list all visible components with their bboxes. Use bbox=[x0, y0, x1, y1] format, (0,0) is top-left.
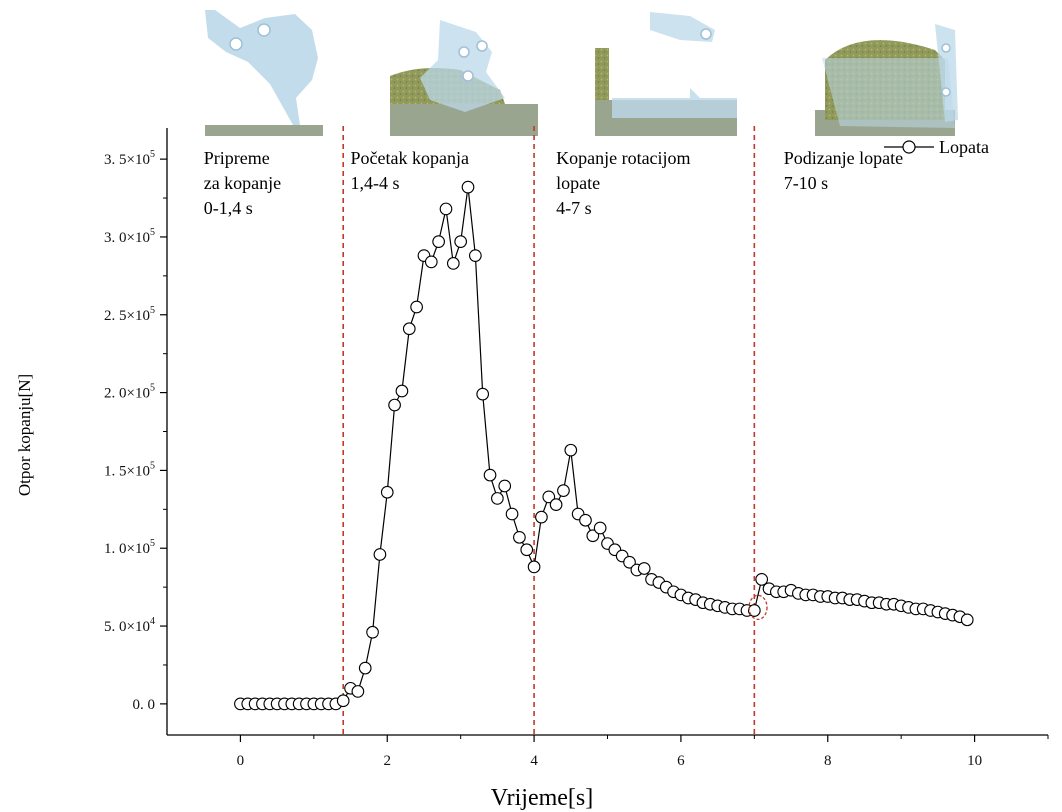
data-point bbox=[564, 443, 578, 457]
y-axis-title: Otpor kopanju[N] bbox=[15, 374, 34, 496]
data-point bbox=[513, 530, 526, 544]
data-point bbox=[520, 543, 534, 557]
phase-label-line: Kopanje rotacijom bbox=[556, 148, 690, 168]
x-tick-label: 8 bbox=[824, 753, 832, 769]
legend-marker bbox=[902, 140, 916, 154]
legend: Lopata bbox=[884, 137, 989, 157]
data-point bbox=[461, 180, 475, 194]
phase-label-line: za kopanje bbox=[204, 173, 281, 193]
data-point bbox=[336, 694, 350, 708]
x-tick-label: 4 bbox=[530, 753, 538, 769]
y-tick-label: 2. 5×105 bbox=[104, 305, 155, 324]
data-point bbox=[424, 255, 438, 269]
data-point bbox=[476, 387, 490, 401]
data-point bbox=[637, 562, 651, 575]
data-point bbox=[491, 492, 504, 505]
phase-label-line: lopate bbox=[556, 173, 600, 193]
data-point bbox=[395, 384, 409, 398]
stage-1-illustration bbox=[205, 10, 323, 136]
phase-label-line: Podizanje lopate bbox=[784, 148, 903, 168]
data-point bbox=[380, 485, 394, 499]
series-line-lopata bbox=[240, 187, 968, 705]
data-point bbox=[623, 555, 636, 569]
data-point bbox=[373, 548, 387, 561]
phase-label-line: Pripreme bbox=[204, 148, 270, 168]
y-tick-label: 1. 5×105 bbox=[104, 460, 155, 479]
x-axis-title: Vrijeme[s] bbox=[491, 785, 594, 811]
data-point bbox=[586, 529, 600, 543]
data-point bbox=[432, 235, 445, 248]
legend-label: Lopata bbox=[939, 137, 989, 157]
x-tick-label: 10 bbox=[967, 753, 982, 769]
series-layer bbox=[234, 180, 974, 711]
data-point bbox=[557, 484, 570, 497]
data-point bbox=[755, 573, 769, 586]
phase-label-line: 7-10 s bbox=[784, 173, 829, 193]
data-point bbox=[446, 257, 460, 270]
y-tick-label: 2. 0×105 bbox=[104, 383, 155, 402]
y-tick-label: 3. 5×105 bbox=[104, 149, 155, 168]
stage-4-illustration bbox=[815, 24, 958, 136]
data-point bbox=[351, 685, 365, 698]
x-tick-label: 2 bbox=[384, 753, 392, 769]
data-point bbox=[549, 498, 563, 512]
x-tick-label: 0 bbox=[237, 753, 245, 769]
data-point bbox=[358, 661, 372, 675]
phase-boundary-lines bbox=[342, 126, 756, 735]
data-point bbox=[439, 202, 453, 216]
data-point bbox=[747, 604, 761, 617]
data-point bbox=[388, 398, 401, 412]
data-point bbox=[593, 521, 607, 535]
data-point bbox=[469, 249, 482, 262]
data-point bbox=[535, 510, 548, 524]
y-tick-label: 5. 0×104 bbox=[104, 616, 155, 635]
phase-label-line: 0-1,4 s bbox=[204, 198, 253, 218]
phase-labels: Pripreme za kopanje 0-1,4 s Početak kopanja… bbox=[204, 148, 903, 218]
data-point bbox=[579, 513, 592, 527]
data-point bbox=[402, 322, 416, 336]
y-tick-label: 1. 0×105 bbox=[104, 538, 155, 557]
data-point bbox=[498, 479, 512, 493]
data-point bbox=[366, 625, 379, 639]
stage-illustrations bbox=[205, 10, 958, 136]
data-point bbox=[505, 507, 519, 521]
data-point bbox=[527, 560, 541, 574]
data-point bbox=[454, 235, 468, 248]
data-point bbox=[542, 490, 556, 504]
data-point bbox=[483, 468, 497, 482]
phase-label-line: 1,4-4 s bbox=[351, 173, 400, 193]
phase-label-line: 4-7 s bbox=[556, 198, 592, 218]
data-point bbox=[960, 613, 974, 627]
x-tick-label: 6 bbox=[677, 753, 685, 769]
jump-highlight-ellipse bbox=[748, 594, 768, 621]
axes: 0 2 4 6 8 10 0. 0 5. 0×104 1. 0×105 1. 5×105 2. 0×… bbox=[104, 128, 1049, 769]
stage-3-illustration bbox=[595, 12, 737, 136]
y-tick-label: 0. 0 bbox=[133, 697, 156, 713]
phase-label-line: Početak kopanja bbox=[351, 148, 469, 168]
y-tick-label: 3. 0×105 bbox=[104, 227, 155, 246]
data-point bbox=[410, 300, 423, 314]
stage-2-illustration bbox=[390, 20, 538, 136]
